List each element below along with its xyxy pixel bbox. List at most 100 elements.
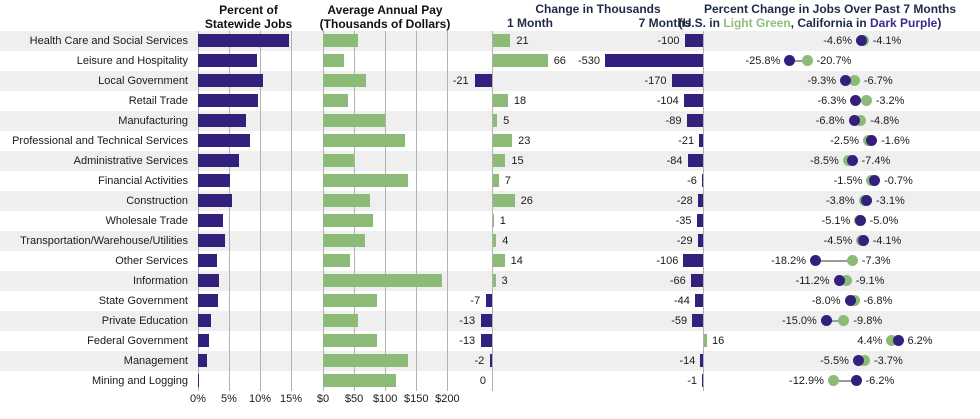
row-stripe <box>0 190 980 211</box>
panel1-title-line1: Percent of <box>219 3 278 17</box>
dot-label-left: -12.9% <box>789 374 824 387</box>
dot-label-left: -15.0% <box>781 314 817 327</box>
category-label: Private Education <box>101 314 188 327</box>
dot-label-left: -6.8% <box>815 114 845 127</box>
dot-label-right: -6.8% <box>863 294 893 307</box>
dot-label-left: -4.6% <box>823 34 852 47</box>
change-7mo-bar <box>697 234 703 248</box>
pct-bar <box>198 94 258 108</box>
panel4-legend-us-green: Light Green <box>723 16 791 30</box>
dot-connector <box>826 319 844 322</box>
category-label: Financial Activities <box>98 174 188 187</box>
change-1mo-bar <box>493 214 494 228</box>
us-dot <box>859 355 870 367</box>
change-7mo-label: 16 <box>712 334 725 347</box>
pct-bar <box>198 314 211 328</box>
change-1mo-bar <box>490 354 492 368</box>
dot-label-right: -4.1% <box>872 34 902 47</box>
pct-bar <box>198 194 232 208</box>
change-7mo-label: -104 <box>656 94 679 107</box>
change-1mo-bar <box>481 314 492 328</box>
panel1-title: Percent of Statewide Jobs <box>197 3 300 31</box>
pay-bar <box>323 274 442 288</box>
change-1mo-bar <box>493 154 506 168</box>
pct-axis-tick-label: 5% <box>221 393 237 405</box>
change-7mo-bar <box>701 174 703 188</box>
change-1mo-bar <box>474 74 492 88</box>
dot-label-right: -4.1% <box>872 234 902 247</box>
dot-label-left: -1.5% <box>833 174 863 187</box>
ca-dot <box>892 335 904 347</box>
pct-bar <box>198 34 290 48</box>
ca-dot <box>784 55 796 67</box>
dot-label-right: -3.2% <box>875 94 905 107</box>
ca-dot <box>850 95 862 107</box>
panel4-title: Percent Change in Jobs Over Past 7 Month… <box>703 2 957 16</box>
pct-bar <box>198 154 239 168</box>
category-label: Manufacturing <box>118 114 188 127</box>
change-1mo-label: 14 <box>510 254 523 267</box>
us-dot <box>838 315 850 327</box>
pay-bar <box>323 74 366 88</box>
dot-label-left: -3.8% <box>825 194 855 207</box>
ca-dot <box>850 375 862 387</box>
change-1mo-bar <box>486 294 492 308</box>
dot-label-right: -7.3% <box>861 254 891 267</box>
pay-gridline <box>447 30 449 391</box>
change-7mo-bar <box>687 154 703 168</box>
change-1mo-bar <box>493 94 508 108</box>
panel3-subheader-1month: 1 Month <box>507 16 553 30</box>
change-7mo-bar <box>704 334 707 348</box>
dot-label-left: -9.3% <box>807 74 837 87</box>
dot-label-left: -5.1% <box>821 214 851 227</box>
change-1mo-label: 15 <box>511 154 524 167</box>
dot-label-right: -6.2% <box>865 374 895 387</box>
us-dot <box>801 55 813 67</box>
pay-gridline <box>354 30 356 391</box>
category-label: Other Services <box>115 254 188 267</box>
pay-gridline <box>323 30 324 391</box>
change-1mo-label: 3 <box>501 274 508 287</box>
pay-axis-tick-label: $50 <box>344 393 364 405</box>
category-label: Local Government <box>98 74 188 87</box>
category-label: Leisure and Hospitality <box>76 54 188 67</box>
panel4-legend-mid: , California in <box>790 16 870 30</box>
category-label: Construction <box>126 194 188 207</box>
dot-label-right: -4.8% <box>870 114 900 127</box>
ca-dot <box>833 275 845 287</box>
pay-bar <box>323 94 348 108</box>
row-stripe <box>0 230 980 251</box>
change-1mo-axis-line <box>492 30 493 391</box>
change-1mo-label: 23 <box>518 134 531 147</box>
row-stripe <box>0 350 980 371</box>
ca-dot <box>848 115 860 127</box>
panel2-title-line2: (Thousands of Dollars) <box>319 17 451 31</box>
change-1mo-label: 21 <box>516 34 529 47</box>
pct-bar <box>198 354 208 368</box>
change-7mo-label: -29 <box>676 234 693 247</box>
change-7mo-bar <box>684 34 703 48</box>
pay-axis-tick-label: $100 <box>372 393 398 405</box>
dot-label-left: -18.2% <box>771 254 806 267</box>
category-label: Professional and Technical Services <box>12 134 188 147</box>
panel4-legend-ca-purple: Dark Purple <box>870 16 938 30</box>
ca-dot <box>857 235 869 247</box>
change-7mo-bar <box>690 274 703 288</box>
pay-bar <box>323 174 409 188</box>
ca-dot <box>846 155 858 167</box>
change-1mo-label: -21 <box>452 74 469 87</box>
panel2-title: Average Annual Pay (Thousands of Dollars… <box>310 3 460 31</box>
pay-bar <box>323 134 405 148</box>
change-1mo-bar <box>481 334 492 348</box>
pay-bar <box>323 234 366 248</box>
change-7mo-bar <box>697 194 703 208</box>
dot-label-right: -20.7% <box>816 54 852 67</box>
change-7mo-bar <box>702 374 703 388</box>
pay-gridline <box>385 30 387 391</box>
panel3-subheader-7months: 7 Months <box>638 16 692 30</box>
pay-bar <box>323 354 408 368</box>
ca-dot <box>856 35 867 47</box>
category-label: Wholesale Trade <box>105 214 188 227</box>
